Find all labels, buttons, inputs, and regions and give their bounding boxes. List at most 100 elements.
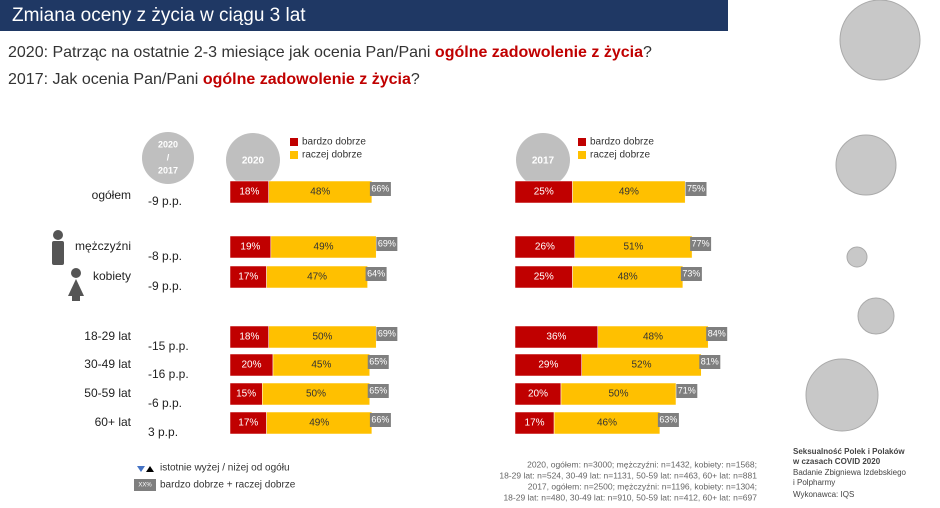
up-marker-legend xyxy=(137,466,145,472)
total-label: 75% xyxy=(687,183,705,193)
value-label: 49% xyxy=(314,242,334,253)
total-label: 63% xyxy=(659,414,677,424)
total-label: 65% xyxy=(369,356,387,366)
total-box xyxy=(690,237,712,251)
slide-title: Zmiana oceny z życia w ciągu 3 lat xyxy=(12,5,306,26)
legend-swatch xyxy=(290,138,298,146)
chart-title: 2020 xyxy=(242,156,265,167)
legend-swatch xyxy=(578,151,586,159)
note: 2017, ogółem: n=2500; mężczyźni: n=1196,… xyxy=(528,481,757,491)
total-box xyxy=(369,182,391,196)
category-label: 18-29 lat xyxy=(84,329,131,343)
legend-label: raczej dobrze xyxy=(590,150,650,161)
female-icon xyxy=(68,268,84,301)
total-label: 65% xyxy=(369,385,387,395)
value-label: 25% xyxy=(534,187,554,198)
diff-header: 2020 xyxy=(158,139,178,149)
note: 18-29 lat: n=524, 30-49 lat: n=1131, 50-… xyxy=(499,470,757,480)
category-label: 30-49 lat xyxy=(84,357,131,371)
category-label: 50-59 lat xyxy=(84,386,131,400)
value-label: 25% xyxy=(534,272,554,283)
total-box xyxy=(376,237,398,251)
difference: -9 p.p. xyxy=(148,279,182,293)
legend-total-box-text: XX% xyxy=(138,483,152,489)
value-label: 50% xyxy=(312,332,332,343)
category-label: mężczyźni xyxy=(75,239,131,253)
note: 2020, ogółem: n=3000; mężczyźni: n=1432,… xyxy=(527,459,757,469)
difference: -16 p.p. xyxy=(148,367,189,381)
total-label: 84% xyxy=(708,328,726,338)
value-label: 19% xyxy=(240,242,260,253)
total-label: 69% xyxy=(378,238,396,248)
value-label: 47% xyxy=(307,272,327,283)
source: i Polpharmy xyxy=(793,478,835,487)
total-label: 69% xyxy=(378,328,396,338)
value-label: 51% xyxy=(623,242,643,253)
question-bold: ogólne zadowolenie z życia xyxy=(435,44,643,61)
category-label: ogółem xyxy=(92,188,131,202)
note: 18-29 lat: n=480, 30-49 lat: n=910, 50-5… xyxy=(503,492,757,502)
source: Badanie Zbigniewa Izdebskiego xyxy=(793,468,907,477)
value-label: 49% xyxy=(619,187,639,198)
category-label: kobiety xyxy=(93,269,131,283)
total-box xyxy=(367,384,389,398)
total-label: 73% xyxy=(682,268,700,278)
total-label: 66% xyxy=(371,414,389,424)
value-label: 26% xyxy=(535,242,555,253)
total-label: 77% xyxy=(692,238,710,248)
total-box xyxy=(365,267,387,281)
value-label: 20% xyxy=(241,360,261,371)
question-text: ? xyxy=(643,44,652,61)
difference: -15 p.p. xyxy=(148,339,189,353)
bar-segment xyxy=(270,235,377,259)
title-bar xyxy=(0,0,728,31)
difference: -8 p.p. xyxy=(148,249,182,263)
value-label: 52% xyxy=(631,360,651,371)
difference: -9 p.p. xyxy=(148,194,182,208)
total-box xyxy=(657,413,679,427)
total-box xyxy=(680,267,702,281)
year-circle xyxy=(516,133,570,187)
total-label: 64% xyxy=(367,268,385,278)
value-label: 20% xyxy=(528,389,548,400)
question-2017: 2017: Jak ocenia Pan/Pani ogólne zadowol… xyxy=(8,71,420,88)
value-label: 48% xyxy=(618,272,638,283)
diff-header: / xyxy=(167,152,170,162)
total-label: 71% xyxy=(678,385,696,395)
total-label: 81% xyxy=(701,356,719,366)
total-box xyxy=(685,182,707,196)
legend-total-box xyxy=(134,479,156,491)
value-label: 18% xyxy=(239,332,259,343)
legend-label: bardzo dobrze xyxy=(590,137,654,148)
value-label: 48% xyxy=(310,187,330,198)
total-box xyxy=(699,355,721,369)
value-label: 50% xyxy=(306,389,326,400)
diff-header: 2017 xyxy=(158,165,178,175)
bar-segment xyxy=(572,180,686,204)
value-label: 15% xyxy=(236,389,256,400)
difference: 3 p.p. xyxy=(148,425,178,439)
value-label: 48% xyxy=(643,332,663,343)
value-label: 18% xyxy=(239,187,259,198)
value-label: 45% xyxy=(311,360,331,371)
source: Wykonawca: IQS xyxy=(793,490,854,499)
legend-swatch xyxy=(578,138,586,146)
total-box xyxy=(676,384,698,398)
value-label: 46% xyxy=(597,418,617,429)
difference: -6 p.p. xyxy=(148,396,182,410)
legend-label: bardzo dobrze xyxy=(302,137,366,148)
legend-significance: istotnie wyżej / niżej od ogółu xyxy=(160,463,290,474)
question-text: 2020: Patrząc na ostatnie 2-3 miesiące j… xyxy=(8,44,435,61)
source-title: Seksualność Polek i Polaków xyxy=(793,447,905,456)
total-box xyxy=(706,327,728,341)
question-2020: 2020: Patrząc na ostatnie 2-3 miesiące j… xyxy=(8,44,652,61)
diff-header-circle xyxy=(142,132,194,184)
year-circle xyxy=(226,133,280,187)
male-icon xyxy=(52,230,64,265)
total-box xyxy=(369,413,391,427)
value-label: 17% xyxy=(238,418,258,429)
down-marker-legend xyxy=(146,466,154,472)
value-label: 50% xyxy=(608,389,628,400)
legend-swatch xyxy=(290,151,298,159)
